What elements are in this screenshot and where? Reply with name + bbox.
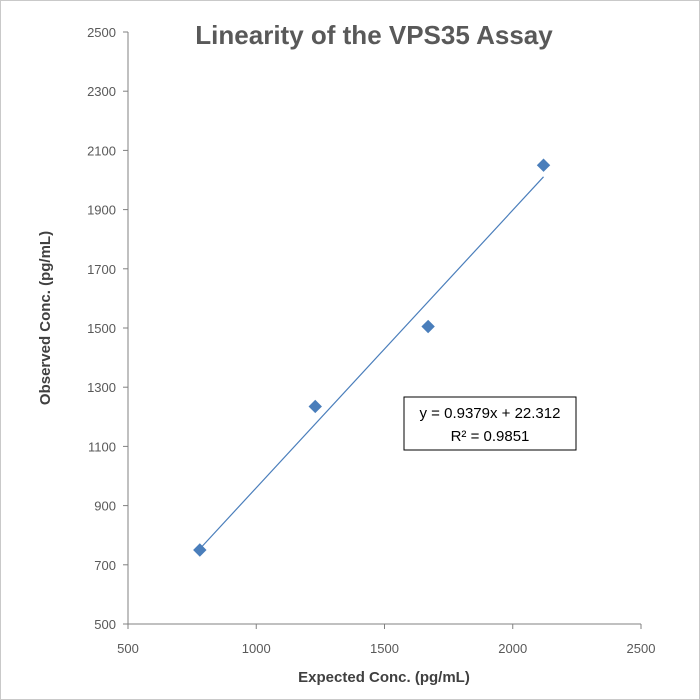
y-tick-label: 700 <box>94 558 116 573</box>
r-squared-value: R² = 0.9851 <box>451 428 530 445</box>
trendline-equation-box: y = 0.9379x + 22.312 R² = 0.9851 <box>403 396 577 451</box>
equation-box-border <box>403 396 577 451</box>
data-point <box>421 319 435 334</box>
y-tick-label: 2500 <box>87 25 116 40</box>
y-tick-label: 1500 <box>87 321 116 336</box>
data-point <box>308 399 322 414</box>
y-tick-label: 2100 <box>87 143 116 158</box>
y-tick-label: 500 <box>94 617 116 632</box>
x-axis-label: Expected Conc. (pg/mL) <box>298 669 470 686</box>
y-tick-label: 1900 <box>87 203 116 218</box>
y-tick-label: 900 <box>94 499 116 514</box>
data-points <box>193 158 551 557</box>
y-axis-label: Observed Conc. (pg/mL) <box>37 231 54 405</box>
x-tick-label: 1500 <box>370 641 399 656</box>
data-point <box>536 158 551 172</box>
x-tick-label: 1000 <box>242 641 271 656</box>
x-tick-label: 2000 <box>498 641 527 656</box>
x-tick-label: 2500 <box>627 641 656 656</box>
y-tick-label: 1300 <box>87 380 116 395</box>
x-axis-ticks: 500 1000 1500 2000 2500 <box>117 624 655 656</box>
x-tick-label: 500 <box>117 641 139 656</box>
y-tick-label: 1100 <box>88 439 116 454</box>
y-axis-ticks: 500 700 900 1100 1300 1500 1700 1900 2100 2300 250… <box>87 25 128 632</box>
trendline <box>199 176 544 550</box>
y-tick-label: 2300 <box>87 84 116 99</box>
trendline-equation: y = 0.9379x + 22.312 <box>420 405 561 422</box>
y-tick-label: 1700 <box>87 262 116 277</box>
data-point <box>193 543 207 557</box>
chart-title: Linearity of the VPS35 Assay <box>195 20 553 50</box>
